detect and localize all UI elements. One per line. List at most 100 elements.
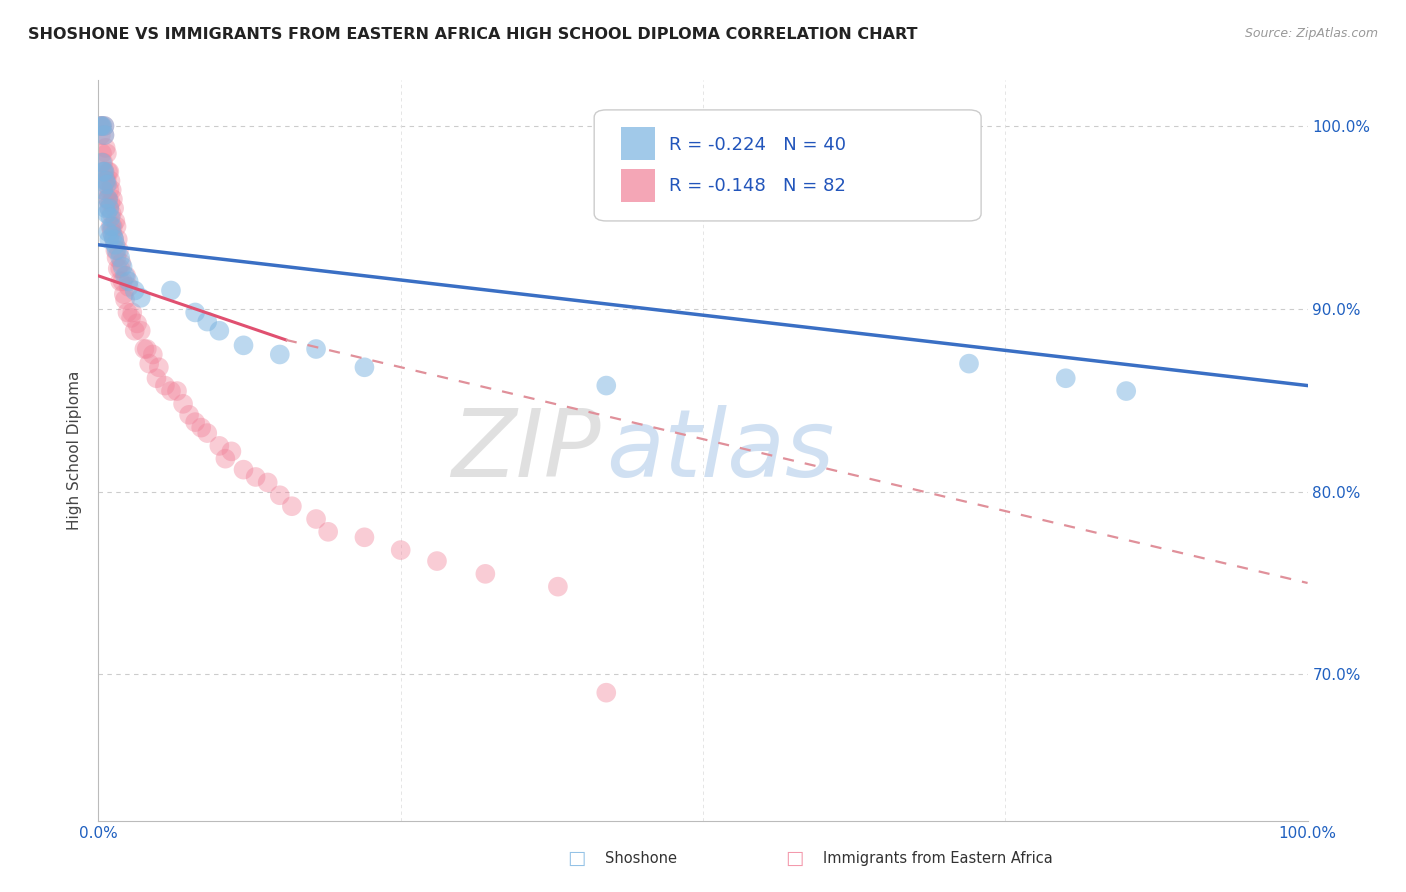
Point — [93, 119, 115, 133]
Point — [353, 360, 375, 375]
Point — [90, 128, 112, 142]
Point — [101, 228, 124, 243]
Point — [97, 192, 120, 206]
Point — [97, 225, 120, 239]
Point — [124, 284, 146, 298]
Text: Shoshone: Shoshone — [605, 851, 676, 865]
Point — [160, 384, 183, 398]
Text: R = -0.148   N = 82: R = -0.148 N = 82 — [669, 178, 846, 195]
Point — [93, 119, 115, 133]
Point — [100, 225, 122, 239]
Text: atlas: atlas — [606, 405, 835, 496]
Point — [111, 260, 134, 274]
Point — [100, 219, 122, 234]
Point — [179, 408, 201, 422]
Point — [98, 201, 121, 215]
Point — [184, 415, 207, 429]
Point — [94, 141, 117, 155]
Bar — [621, 127, 655, 161]
Point — [353, 530, 375, 544]
Text: ZIP: ZIP — [450, 405, 600, 496]
FancyBboxPatch shape — [595, 110, 981, 221]
Point — [245, 470, 267, 484]
Text: □: □ — [567, 848, 586, 868]
Point — [127, 317, 149, 331]
Point — [100, 219, 122, 234]
Point — [195, 426, 218, 441]
Point — [1054, 371, 1077, 385]
Point — [100, 211, 122, 225]
Point — [100, 195, 122, 210]
Point — [145, 371, 167, 385]
Point — [93, 164, 115, 178]
Point — [595, 686, 617, 700]
Point — [124, 324, 146, 338]
Point — [595, 378, 617, 392]
Point — [98, 201, 121, 215]
Point — [208, 324, 231, 338]
Point — [305, 342, 328, 356]
Point — [91, 119, 114, 133]
Point — [160, 284, 183, 298]
Point — [269, 488, 291, 502]
Point — [316, 524, 339, 539]
Point — [91, 119, 114, 133]
Point — [111, 274, 134, 288]
Point — [389, 543, 412, 558]
Point — [195, 315, 218, 329]
Text: □: □ — [785, 848, 804, 868]
Point — [426, 554, 449, 568]
Point — [281, 500, 304, 514]
Point — [100, 174, 122, 188]
Point — [94, 174, 117, 188]
Point — [184, 305, 207, 319]
Point — [256, 475, 278, 490]
Point — [108, 274, 131, 288]
Point — [114, 293, 136, 307]
Point — [90, 119, 112, 133]
Point — [94, 201, 117, 215]
Text: R = -0.224   N = 40: R = -0.224 N = 40 — [669, 136, 846, 153]
Point — [91, 146, 114, 161]
Point — [100, 207, 122, 221]
Point — [94, 174, 117, 188]
Point — [121, 305, 143, 319]
Point — [93, 128, 115, 142]
Point — [108, 244, 131, 258]
Point — [105, 251, 128, 265]
Point — [1115, 384, 1137, 398]
Point — [957, 357, 980, 371]
Point — [96, 178, 118, 192]
Point — [129, 291, 152, 305]
Point — [117, 305, 139, 319]
Point — [96, 207, 118, 221]
Point — [172, 397, 194, 411]
Point — [208, 439, 231, 453]
Point — [110, 256, 132, 270]
Point — [474, 566, 496, 581]
Point — [107, 232, 129, 246]
Point — [98, 232, 121, 246]
Point — [214, 451, 236, 466]
Point — [269, 347, 291, 361]
Point — [115, 268, 138, 283]
Text: Source: ZipAtlas.com: Source: ZipAtlas.com — [1244, 27, 1378, 40]
Point — [134, 342, 156, 356]
Point — [118, 274, 141, 288]
Point — [93, 164, 115, 178]
Bar — [621, 169, 655, 202]
Point — [91, 164, 114, 178]
Point — [105, 219, 128, 234]
Point — [108, 261, 131, 276]
Point — [120, 310, 142, 325]
Point — [91, 183, 114, 197]
Point — [103, 232, 125, 246]
Point — [104, 244, 127, 258]
Point — [153, 378, 176, 392]
Point — [104, 237, 127, 252]
Point — [135, 342, 157, 356]
Point — [108, 251, 131, 265]
Point — [91, 155, 114, 169]
Point — [98, 183, 121, 197]
Point — [89, 119, 111, 133]
